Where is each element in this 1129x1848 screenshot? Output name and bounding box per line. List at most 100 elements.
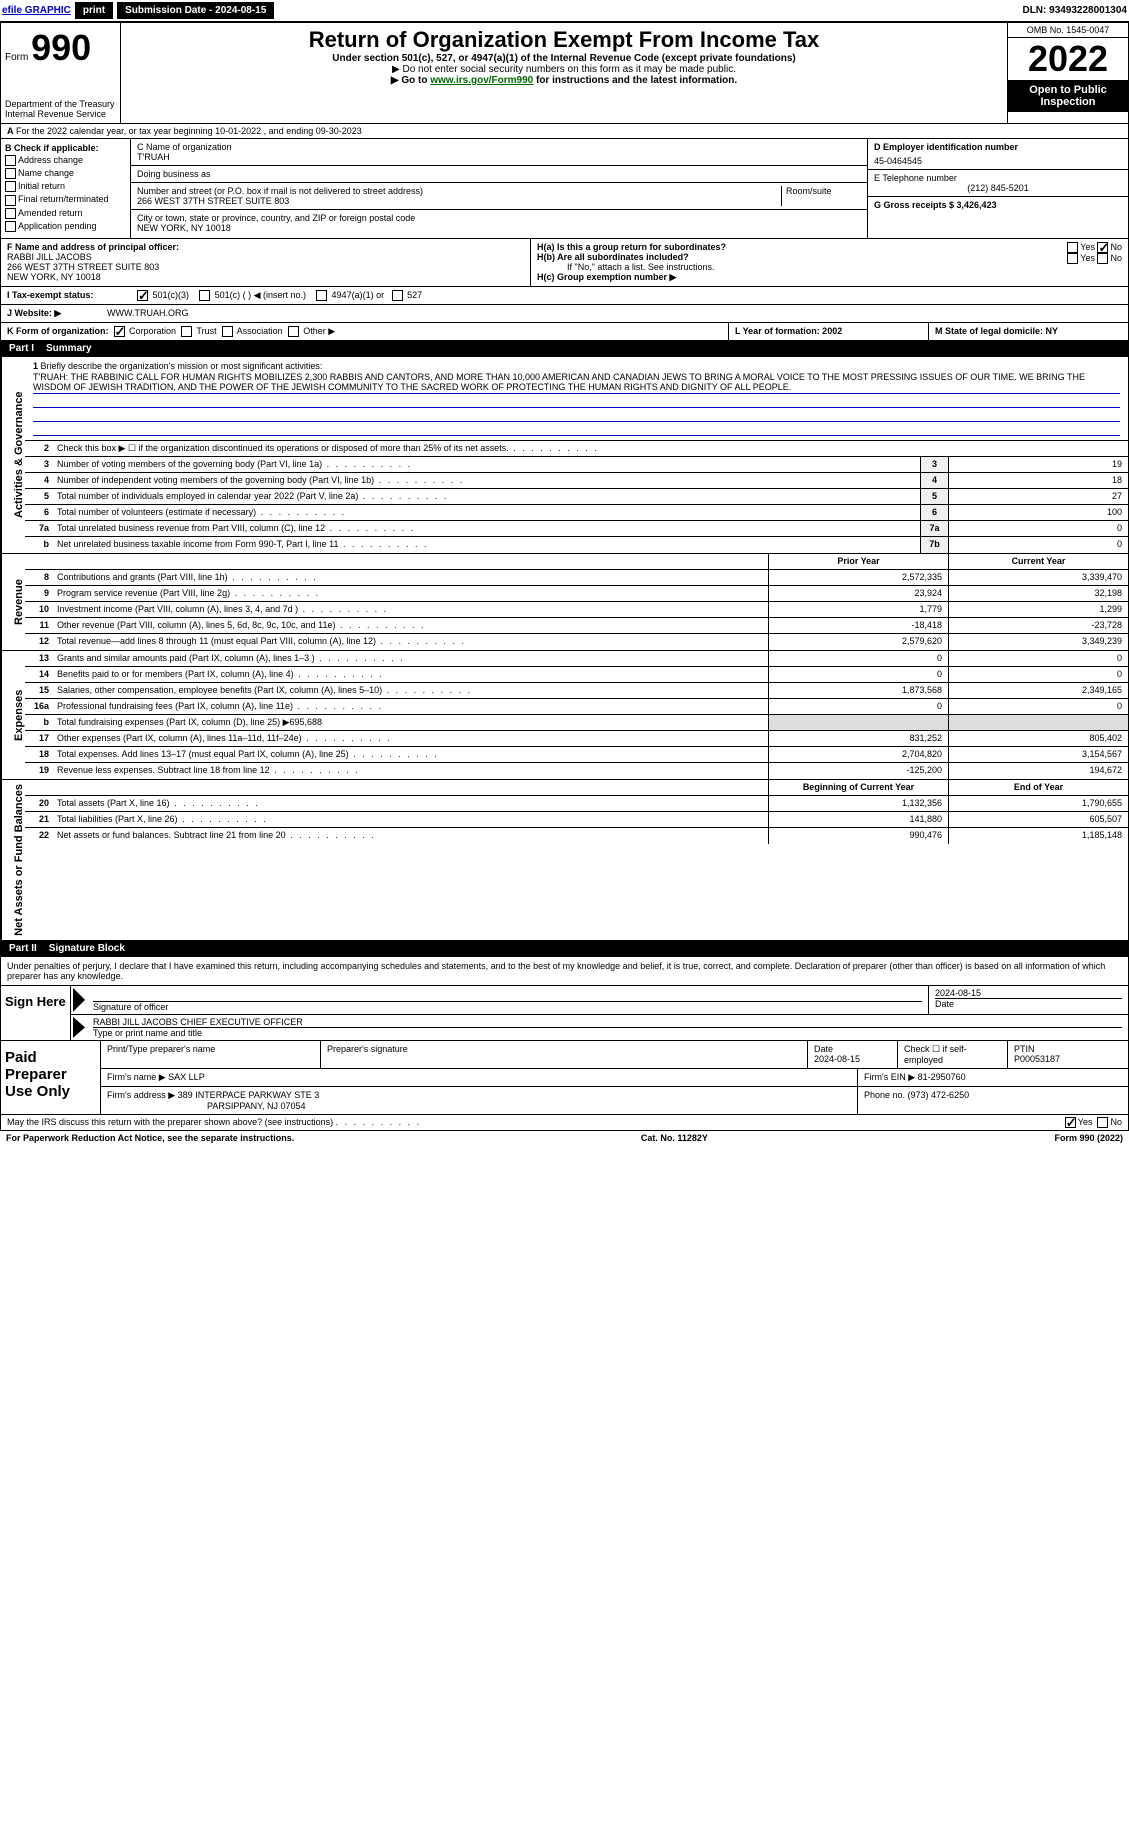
checkbox-initial-return[interactable]: Initial return <box>5 181 126 192</box>
self-employed-check[interactable]: Check ☐ if self-employed <box>898 1041 1008 1068</box>
may-irs-row: May the IRS discuss this return with the… <box>0 1115 1129 1131</box>
sign-here-label: Sign Here <box>1 986 71 1040</box>
ha-yes-checkbox[interactable] <box>1067 242 1078 253</box>
expense-row: 18Total expenses. Add lines 13–17 (must … <box>25 747 1128 763</box>
4947-checkbox[interactable] <box>316 290 327 301</box>
year-formation: L Year of formation: 2002 <box>728 323 928 340</box>
expenses-side-label: Expenses <box>1 651 25 779</box>
corporation-checkbox[interactable] <box>114 326 125 337</box>
association-checkbox[interactable] <box>222 326 233 337</box>
section-klm: K Form of organization: Corporation Trus… <box>0 323 1129 341</box>
phone-value: (212) 845-5201 <box>874 183 1122 193</box>
street-label: Number and street (or P.O. box if mail i… <box>137 186 781 196</box>
revenue-section: Revenue Prior Year Current Year 8Contrib… <box>0 554 1129 651</box>
part1-title: Summary <box>46 343 92 354</box>
checkbox-amended-return[interactable]: Amended return <box>5 208 126 219</box>
prior-year-header: Prior Year <box>768 554 948 569</box>
tax-exempt-label: I Tax-exempt status: <box>1 287 131 304</box>
section-i: I Tax-exempt status: 501(c)(3) 501(c) ( … <box>0 287 1129 305</box>
revenue-row: 12Total revenue—add lines 8 through 11 (… <box>25 634 1128 650</box>
form-subtitle: Under section 501(c), 527, or 4947(a)(1)… <box>129 53 999 64</box>
phone-label: E Telephone number <box>874 173 1122 183</box>
governance-row: 7aTotal unrelated business revenue from … <box>25 521 1128 537</box>
may-irs-yes-checkbox[interactable] <box>1065 1117 1076 1128</box>
preparer-sig-label: Preparer's signature <box>321 1041 808 1068</box>
expense-row: 15Salaries, other compensation, employee… <box>25 683 1128 699</box>
section-f: F Name and address of principal officer:… <box>1 239 531 286</box>
firm-addr-label: Firm's address ▶ <box>107 1090 175 1100</box>
city-label: City or town, state or province, country… <box>137 213 861 223</box>
governance-row: 3Number of voting members of the governi… <box>25 457 1128 473</box>
expense-row: 16aProfessional fundraising fees (Part I… <box>25 699 1128 715</box>
activities-governance-section: Activities & Governance 1 Briefly descri… <box>0 357 1129 554</box>
main-info-grid: B Check if applicable: Address change Na… <box>0 139 1129 239</box>
checkbox-address-change[interactable]: Address change <box>5 155 126 166</box>
checkbox-final-return[interactable]: Final return/terminated <box>5 194 126 205</box>
other-checkbox[interactable] <box>288 326 299 337</box>
arrow-icon <box>73 988 85 1012</box>
governance-row: 4Number of independent voting members of… <box>25 473 1128 489</box>
section-fh: F Name and address of principal officer:… <box>0 239 1129 287</box>
hb-yes-checkbox[interactable] <box>1067 253 1078 264</box>
efile-link[interactable]: efile GRAPHIC <box>2 5 71 16</box>
expense-row: bTotal fundraising expenses (Part IX, co… <box>25 715 1128 731</box>
irs-link[interactable]: www.irs.gov/Form990 <box>430 75 533 86</box>
part1-label: Part I <box>9 343 34 354</box>
org-name: T'RUAH <box>137 152 861 162</box>
hb-no-checkbox[interactable] <box>1097 253 1108 264</box>
room-label: Room/suite <box>781 186 861 206</box>
may-irs-no-checkbox[interactable] <box>1097 1117 1108 1128</box>
527-checkbox[interactable] <box>392 290 403 301</box>
balance-row: 20Total assets (Part X, line 16)1,132,35… <box>25 796 1128 812</box>
firm-addr2: PARSIPPANY, NJ 07054 <box>107 1101 851 1111</box>
revenue-row: 11Other revenue (Part VIII, column (A), … <box>25 618 1128 634</box>
governance-row: 6Total number of volunteers (estimate if… <box>25 505 1128 521</box>
name-title-label: Type or print name and title <box>93 1028 1122 1038</box>
street-value: 266 WEST 37TH STREET SUITE 803 <box>137 196 781 206</box>
expenses-section: Expenses 13Grants and similar amounts pa… <box>0 651 1129 780</box>
may-irs-text: May the IRS discuss this return with the… <box>7 1117 333 1127</box>
website-value: WWW.TRUAH.ORG <box>101 305 195 322</box>
sign-here-block: Sign Here Signature of officer 2024-08-1… <box>0 986 1129 1041</box>
print-button[interactable]: print <box>75 2 113 19</box>
ptin-value: P00053187 <box>1014 1054 1060 1064</box>
501c-checkbox[interactable] <box>199 290 210 301</box>
expense-row: 14Benefits paid to or for members (Part … <box>25 667 1128 683</box>
checkbox-name-change[interactable]: Name change <box>5 168 126 179</box>
ha-no-checkbox[interactable] <box>1097 242 1108 253</box>
officer-label: F Name and address of principal officer: <box>7 242 524 252</box>
expense-row: 19Revenue less expenses. Subtract line 1… <box>25 763 1128 779</box>
form-year-footer: Form 990 (2022) <box>1054 1133 1123 1143</box>
state-domicile: M State of legal domicile: NY <box>928 323 1128 340</box>
penalty-text: Under penalties of perjury, I declare th… <box>0 957 1129 986</box>
submission-date: Submission Date - 2024-08-15 <box>117 2 274 19</box>
checkbox-application-pending[interactable]: Application pending <box>5 221 126 232</box>
form-prefix: Form <box>5 52 28 63</box>
current-year-header: Current Year <box>948 554 1128 569</box>
firm-ein: Firm's EIN ▶ 81-2950760 <box>858 1069 1128 1086</box>
ha-label: H(a) Is this a group return for subordin… <box>537 242 726 252</box>
form-title: Return of Organization Exempt From Incom… <box>129 27 999 53</box>
expense-row: 13Grants and similar amounts paid (Part … <box>25 651 1128 667</box>
section-h: H(a) Is this a group return for subordin… <box>531 239 988 286</box>
officer-name: RABBI JILL JACOBS <box>7 252 524 262</box>
firm-phone: Phone no. (973) 472-6250 <box>858 1087 1128 1114</box>
beginning-year-header: Beginning of Current Year <box>768 780 948 795</box>
501c3-checkbox[interactable] <box>137 290 148 301</box>
prep-date-label: Date <box>814 1044 833 1054</box>
link-post: for instructions and the latest informat… <box>533 75 737 86</box>
end-year-header: End of Year <box>948 780 1128 795</box>
net-assets-side-label: Net Assets or Fund Balances <box>1 780 25 940</box>
firm-addr1: 389 INTERPACE PARKWAY STE 3 <box>178 1090 320 1100</box>
officer-street: 266 WEST 37TH STREET SUITE 803 <box>7 262 524 272</box>
footer: For Paperwork Reduction Act Notice, see … <box>0 1131 1129 1145</box>
ein-value: 45-0464545 <box>874 156 1122 166</box>
expense-row: 17Other expenses (Part IX, column (A), l… <box>25 731 1128 747</box>
ptin-label: PTIN <box>1014 1044 1035 1054</box>
form-link-row: ▶ Go to www.irs.gov/Form990 for instruct… <box>129 75 999 86</box>
trust-checkbox[interactable] <box>181 326 192 337</box>
balance-header-row: Beginning of Current Year End of Year <box>25 780 1128 796</box>
form-org-label: K Form of organization: <box>7 326 109 336</box>
cat-number: Cat. No. 11282Y <box>641 1133 708 1143</box>
section-j: J Website: ▶ WWW.TRUAH.ORG <box>0 305 1129 323</box>
